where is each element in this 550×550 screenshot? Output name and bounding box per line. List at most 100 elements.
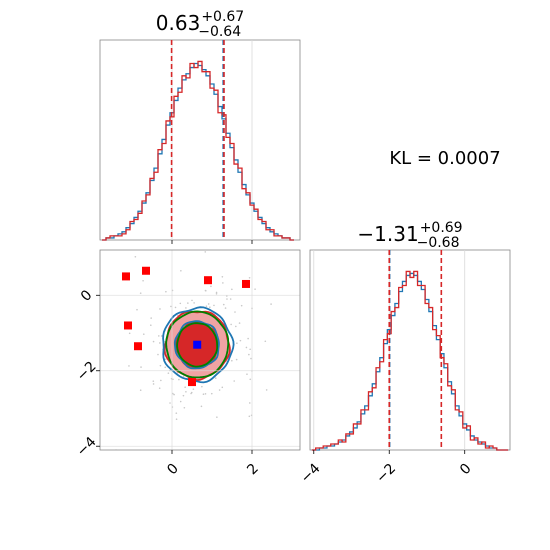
scatter-xtick-label: 2 bbox=[244, 461, 262, 479]
scatter-sample-dot bbox=[222, 282, 224, 284]
scatter-sample-dot bbox=[200, 405, 203, 408]
kl-annotation: KL = 0.0007 bbox=[389, 148, 500, 169]
scatter-sample-dot bbox=[164, 366, 167, 369]
scatter-sample-dot bbox=[218, 389, 221, 391]
scatter-sample-dot bbox=[159, 308, 161, 310]
hist-param2-panel: −4 −2 0 bbox=[298, 249, 511, 487]
scatter-contour bbox=[176, 322, 219, 368]
scatter-sample-dot bbox=[139, 292, 142, 294]
scatter-red-marker bbox=[142, 266, 150, 275]
scatter-sample-dot bbox=[167, 372, 170, 374]
scatter-sample-dot bbox=[136, 308, 138, 311]
scatter-red-marker bbox=[204, 276, 212, 285]
scatter-sample-dot bbox=[265, 389, 268, 391]
scatter-sample-dot bbox=[165, 358, 167, 361]
scatter-sample-dot bbox=[231, 359, 233, 362]
scatter-sample-dot bbox=[158, 387, 161, 389]
scatter-sample-dot bbox=[240, 304, 243, 307]
hist-param1-quantile-lines bbox=[170, 40, 225, 240]
scatter-sample-dot bbox=[202, 393, 205, 395]
scatter-sample-dot bbox=[150, 317, 152, 319]
scatter-sample-dot bbox=[248, 415, 251, 418]
scatter-sample-dot bbox=[172, 378, 174, 381]
scatter-sample-dot bbox=[181, 244, 183, 246]
scatter-sample-dot bbox=[140, 366, 142, 368]
scatter-sample-dot bbox=[184, 386, 186, 389]
scatter-sample-dot bbox=[205, 305, 208, 308]
title-param2-plus: +0.69 bbox=[420, 220, 463, 236]
scatter-sample-dot bbox=[221, 386, 224, 389]
hist-param2-red-series bbox=[311, 270, 509, 451]
scatter-sample-dot bbox=[170, 305, 172, 308]
scatter-sample-dot bbox=[210, 392, 213, 395]
scatter-sample-dot bbox=[191, 299, 193, 302]
scatter-sample-dot bbox=[157, 335, 160, 337]
scatter-sample-dot bbox=[270, 303, 272, 305]
scatter-sample-dot bbox=[248, 276, 251, 279]
hist-param2-xtick-label: 0 bbox=[457, 461, 475, 479]
scatter-sample-dot bbox=[134, 255, 137, 258]
scatter-red-marker bbox=[242, 279, 250, 288]
title-param1: 0.63+0.67 −0.64 bbox=[156, 9, 244, 40]
scatter-ytick-label: 0 bbox=[78, 287, 96, 305]
hist-param1-red-series bbox=[102, 60, 294, 241]
scatter-sample-dot bbox=[175, 412, 178, 414]
scatter-red-marker bbox=[134, 342, 142, 351]
scatter-sample-dot bbox=[214, 377, 217, 379]
scatter-sample-dot bbox=[152, 383, 155, 385]
scatter-sample-dot bbox=[216, 416, 218, 418]
scatter-sample-dot bbox=[248, 353, 250, 356]
scatter-sample-dot bbox=[182, 394, 185, 397]
scatter-sample-dot bbox=[209, 306, 211, 309]
scatter-red-marker bbox=[122, 272, 130, 281]
scatter-sample-dot bbox=[193, 302, 195, 304]
scatter-sample-dot bbox=[142, 333, 145, 335]
scatter-sample-dot bbox=[236, 342, 238, 345]
scatter-sample-dot bbox=[249, 348, 251, 351]
scatter-sample-dot bbox=[160, 335, 163, 337]
scatter-sample-dot bbox=[215, 293, 218, 295]
scatter-blue-marker bbox=[193, 340, 202, 349]
scatter-xtick-label: 0 bbox=[164, 461, 182, 479]
title-param1-minus: −0.64 bbox=[198, 24, 241, 40]
scatter-sample-dot bbox=[201, 385, 203, 388]
scatter-sample-dot bbox=[245, 346, 248, 349]
scatter-sample-dot bbox=[183, 406, 186, 409]
scatter-sample-dot bbox=[254, 288, 256, 290]
scatter-sample-dot bbox=[139, 389, 142, 392]
scatter-sample-dot bbox=[174, 306, 177, 309]
scatter-sample-dot bbox=[222, 303, 225, 306]
scatter-ytick-label: −2 bbox=[74, 359, 100, 385]
scatter-sample-dot bbox=[179, 400, 182, 403]
scatter-sample-dot bbox=[128, 332, 131, 335]
scatter-sample-dot bbox=[239, 339, 242, 342]
scatter-sample-dot bbox=[157, 353, 159, 356]
scatter-sample-dot bbox=[185, 391, 187, 393]
scatter-contour bbox=[162, 306, 235, 384]
title-param2-main: −1.31 bbox=[357, 222, 418, 246]
hist-param2-xtick-label: −4 bbox=[298, 461, 324, 487]
scatter-sample-dot bbox=[158, 342, 161, 344]
scatter-contour bbox=[165, 310, 230, 379]
scatter-sample-dot bbox=[233, 380, 236, 382]
scatter-sample-dot bbox=[152, 340, 155, 343]
hist-param1-frame bbox=[99, 39, 301, 241]
scatter-red-marker bbox=[124, 321, 132, 330]
scatter-grid bbox=[100, 250, 300, 450]
scatter-ytick-label: −4 bbox=[74, 434, 100, 460]
scatter-sample-dot bbox=[175, 418, 178, 421]
hist-param2-frame bbox=[309, 249, 511, 451]
scatter-sample-dot bbox=[248, 402, 251, 404]
scatter-sample-dot bbox=[152, 380, 155, 382]
hist-param1-xticks bbox=[171, 240, 253, 244]
scatter-sample-dot bbox=[165, 290, 167, 293]
scatter-sample-dot bbox=[169, 402, 171, 404]
scatter-sample-dot bbox=[178, 378, 180, 381]
title-param1-plus: +0.67 bbox=[201, 9, 244, 25]
scatter-sample-dot bbox=[230, 323, 232, 326]
scatter-sample-dot bbox=[190, 392, 192, 395]
scatter-sample-dot bbox=[187, 302, 189, 304]
scatter-sample-dot bbox=[204, 251, 207, 253]
